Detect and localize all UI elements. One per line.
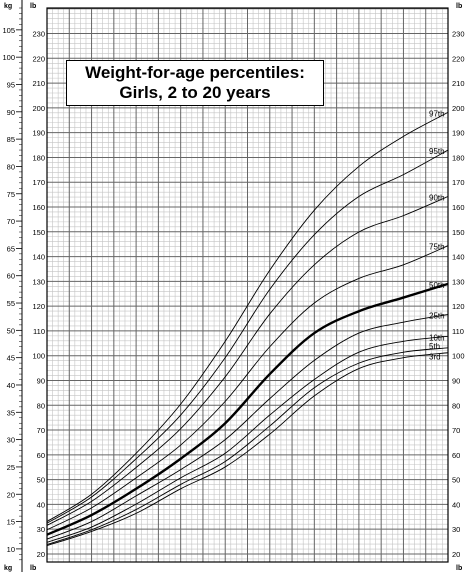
lb-tick-label-left: 20	[37, 550, 45, 559]
curve-97th	[46, 111, 449, 522]
kg-tick-label: 80	[7, 162, 15, 171]
lb-tick-label-right: 70	[452, 426, 460, 435]
lb-tick-label-left: 60	[37, 451, 45, 460]
kg-tick-label: 85	[7, 135, 15, 144]
kg-tick-label: 105	[2, 26, 15, 35]
lb-tick-label-left: 180	[32, 153, 45, 162]
curve-10th	[46, 335, 449, 543]
curve-50th	[46, 282, 449, 536]
lb-tick-label-left: 40	[37, 500, 45, 509]
kg-unit-label-bottom: kg	[4, 565, 12, 572]
kg-tick-label: 90	[7, 108, 15, 117]
lb-tick-label-right: 170	[452, 178, 465, 187]
lb-tick-label-right: 200	[452, 104, 465, 113]
series-label-10th: 10th	[429, 333, 445, 342]
series-label-97th: 97th	[429, 109, 445, 118]
lb-tick-label-right: 210	[452, 79, 465, 88]
lb-tick-label-right: 110	[452, 327, 464, 336]
unit-labels: kg lb lb kg lb lb	[4, 3, 462, 572]
series-label-90th: 90th	[429, 193, 445, 202]
lb-tick-label-left: 220	[32, 54, 45, 63]
lb-tick-label-left: 130	[32, 277, 45, 286]
kg-axis-left: 10 15 20 25 30 35 40 45 50 55 60 65 70 75 80 85 90 95 100 1…	[2, 7, 22, 561]
series-label-95th: 95th	[429, 147, 445, 156]
percentile-curves	[46, 111, 449, 547]
lb-tick-label-left: 90	[37, 376, 45, 385]
lb-tick-label-right: 140	[452, 253, 465, 262]
lb-tick-label-right: 90	[452, 376, 460, 385]
kg-tick-label: 50	[7, 326, 15, 335]
curve-25th	[46, 314, 449, 540]
lb-tick-label-left: 50	[37, 476, 45, 485]
lb-tick-label-left: 160	[32, 203, 45, 212]
lb-tick-label-left: 200	[32, 104, 45, 113]
lb-tick-label-left: 150	[32, 228, 45, 237]
lb-unit-label-bottom-right: lb	[456, 565, 462, 572]
kg-tick-label: 75	[7, 190, 15, 199]
chart-title-line1: Weight-for-age percentiles:	[85, 63, 305, 82]
lb-tick-label-right: 40	[452, 500, 460, 509]
lb-axis-right: 20 30 40 50 60 70 80 90 100 110 120 130 140 150 160 170…	[452, 30, 465, 559]
lb-tick-label-right: 130	[452, 277, 465, 286]
lb-tick-label-right: 220	[452, 54, 465, 63]
lb-tick-label-left: 190	[32, 129, 45, 138]
kg-tick-label: 25	[7, 463, 15, 472]
kg-tick-label: 55	[7, 299, 15, 308]
lb-tick-label-right: 60	[452, 451, 460, 460]
lb-tick-label-left: 120	[32, 302, 45, 311]
lb-unit-label-top-left: lb	[30, 3, 36, 10]
lb-tick-label-right: 100	[452, 352, 465, 361]
kg-tick-label: 15	[7, 518, 15, 527]
lb-tick-label-left: 80	[37, 401, 45, 410]
lb-unit-label-bottom-left: lb	[30, 565, 36, 572]
kg-tick-label: 100	[2, 53, 15, 62]
lb-unit-label-top-right: lb	[456, 3, 462, 10]
kg-tick-label: 45	[7, 354, 15, 363]
lb-tick-label-right: 30	[452, 525, 460, 534]
kg-tick-label: 60	[7, 272, 15, 281]
lb-axis-left: 20 30 40 50 60 70 80 90 100 110 120 130 140 150 160 170…	[32, 30, 45, 559]
curve-90th	[46, 196, 449, 526]
lb-tick-label-left: 140	[32, 253, 45, 262]
curve-75th	[46, 245, 449, 531]
lb-tick-label-left: 100	[32, 352, 45, 361]
curve-5th	[46, 347, 449, 545]
series-label-5th: 5th	[429, 342, 440, 351]
series-label-75th: 75th	[429, 243, 445, 252]
lb-tick-label-left: 110	[33, 327, 45, 336]
kg-unit-label-top: kg	[4, 3, 12, 10]
kg-tick-label: 10	[7, 545, 15, 554]
kg-tick-label: 95	[7, 80, 15, 89]
lb-tick-label-left: 30	[37, 525, 45, 534]
kg-tick-label: 70	[7, 217, 15, 226]
lb-tick-label-left: 210	[32, 79, 45, 88]
series-label-3rd: 3rd	[429, 353, 441, 362]
series-label-25th: 25th	[429, 312, 445, 321]
kg-tick-label: 40	[7, 381, 15, 390]
lb-tick-label-right: 120	[452, 302, 465, 311]
lb-tick-label-right: 180	[452, 153, 465, 162]
lb-tick-label-right: 20	[452, 550, 460, 559]
kg-tick-label: 20	[7, 490, 15, 499]
lb-tick-label-left: 170	[32, 178, 45, 187]
lb-tick-label-right: 150	[452, 228, 465, 237]
chart-title-line2: Girls, 2 to 20 years	[119, 83, 271, 102]
lb-tick-label-right: 80	[452, 401, 460, 410]
chart-title-box: Weight-for-age percentiles: Girls, 2 to …	[66, 60, 324, 106]
lb-tick-label-right: 160	[452, 203, 465, 212]
lb-tick-label-right: 230	[452, 30, 465, 39]
curve-95th	[46, 149, 449, 524]
lb-tick-label-right: 50	[452, 476, 460, 485]
kg-tick-label: 65	[7, 244, 15, 253]
curve-3rd	[46, 352, 449, 547]
kg-tick-label: 30	[7, 436, 15, 445]
kg-tick-label: 35	[7, 408, 15, 417]
lb-tick-label-left: 230	[32, 30, 45, 39]
lb-tick-label-left: 70	[37, 426, 45, 435]
series-label-50th: 50th	[429, 281, 445, 290]
lb-tick-label-right: 190	[452, 129, 465, 138]
